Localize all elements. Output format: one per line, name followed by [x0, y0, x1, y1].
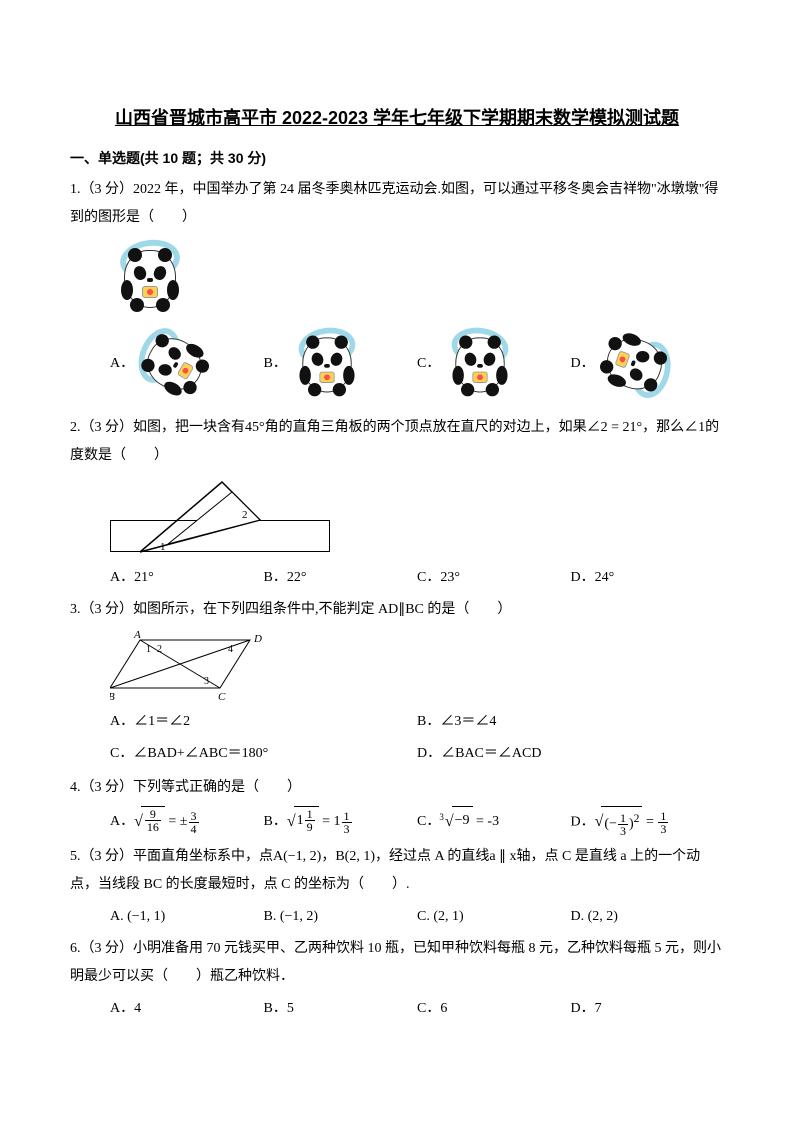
- q4-option-a: A．916 = ±34: [110, 806, 264, 839]
- question-1-stem: 1.（3 分）2022 年，中国举办了第 24 届冬季奥林匹克运动会.如图，可以…: [70, 176, 724, 232]
- q6-option-c: C．6: [417, 995, 571, 1023]
- q3-option-d: D．∠BAC＝∠ACD: [417, 740, 724, 768]
- page-title: 山西省晋城市高平市 2022-2023 学年七年级下学期期末数学模拟测试题: [70, 100, 724, 136]
- question-4-stem: 4.（3 分）下列等式正确的是（ ）: [70, 774, 724, 802]
- svg-text:1: 1: [146, 644, 151, 655]
- q2-options: A．21° B．22° C．23° D．24°: [70, 564, 724, 592]
- q4-option-d: D．(−13)2 = 13: [571, 806, 725, 839]
- q6-option-b: B．5: [264, 995, 418, 1023]
- question-6-stem: 6.（3 分）小明准备用 70 元钱买甲、乙两种饮料 10 瓶，已知甲种饮料每瓶…: [70, 935, 724, 991]
- section-heading: 一、单选题(共 10 题；共 30 分): [70, 144, 724, 172]
- svg-text:2: 2: [157, 644, 162, 655]
- q5-option-d: D. (2, 2): [571, 903, 725, 931]
- q1-option-c: C．: [417, 324, 571, 404]
- svg-text:1: 1: [160, 541, 166, 553]
- svg-text:D: D: [253, 633, 262, 645]
- q1-reference-image: [110, 238, 724, 318]
- q2-option-d: D．24°: [571, 564, 725, 592]
- q1-options: A． B． C． D．: [70, 324, 724, 404]
- q3-figure: A D B C 1 2 3 4: [110, 628, 290, 706]
- q5-option-b: B. (−1, 2): [264, 903, 418, 931]
- svg-text:A: A: [133, 629, 141, 641]
- q4-option-c: C．3−9 = -3: [417, 806, 571, 839]
- q1-option-b: B．: [264, 324, 418, 404]
- q3-option-a: A．∠1＝∠2: [110, 708, 417, 736]
- q3-option-c: C．∠BAD+∠ABC＝180°: [110, 740, 417, 768]
- q1-option-b-label: B．: [264, 350, 287, 378]
- svg-text:C: C: [218, 691, 226, 703]
- q3-options: A．∠1＝∠2 B．∠3＝∠4 C．∠BAD+∠ABC＝180° D．∠BAC＝…: [70, 706, 724, 770]
- q1-option-d: D．: [571, 324, 725, 404]
- q2-option-c: C．23°: [417, 564, 571, 592]
- q2-option-a: A．21°: [110, 564, 264, 592]
- q5-options: A. (−1, 1) B. (−1, 2) C. (2, 1) D. (2, 2…: [70, 903, 724, 931]
- question-3-stem: 3.（3 分）如图所示，在下列四组条件中,不能判定 AD∥BC 的是（ ）: [70, 596, 724, 624]
- svg-text:4: 4: [228, 644, 233, 655]
- q4-options: A．916 = ±34 B．119 = 113 C．3−9 = -3 D．(−1…: [70, 806, 724, 839]
- q1-option-a: A．: [110, 324, 264, 404]
- q6-option-d: D．7: [571, 995, 725, 1023]
- svg-text:B: B: [110, 691, 115, 703]
- q4-option-b: B．119 = 113: [264, 806, 418, 839]
- svg-text:3: 3: [204, 676, 209, 687]
- question-2-stem: 2.（3 分）如图，把一块含有45°角的直角三角板的两个顶点放在直尺的对边上，如…: [70, 414, 724, 470]
- q6-options: A．4 B．5 C．6 D．7: [70, 995, 724, 1023]
- question-5-stem: 5.（3 分）平面直角坐标系中，点A(−1, 2)，B(2, 1)，经过点 A …: [70, 843, 724, 899]
- q2-option-b: B．22°: [264, 564, 418, 592]
- q6-option-a: A．4: [110, 995, 264, 1023]
- svg-text:2: 2: [242, 509, 248, 521]
- q1-option-c-label: C．: [417, 350, 440, 378]
- q2-figure: 1 2: [110, 474, 330, 564]
- q5-option-c: C. (2, 1): [417, 903, 571, 931]
- q3-option-b: B．∠3＝∠4: [417, 708, 724, 736]
- q5-option-a: A. (−1, 1): [110, 903, 264, 931]
